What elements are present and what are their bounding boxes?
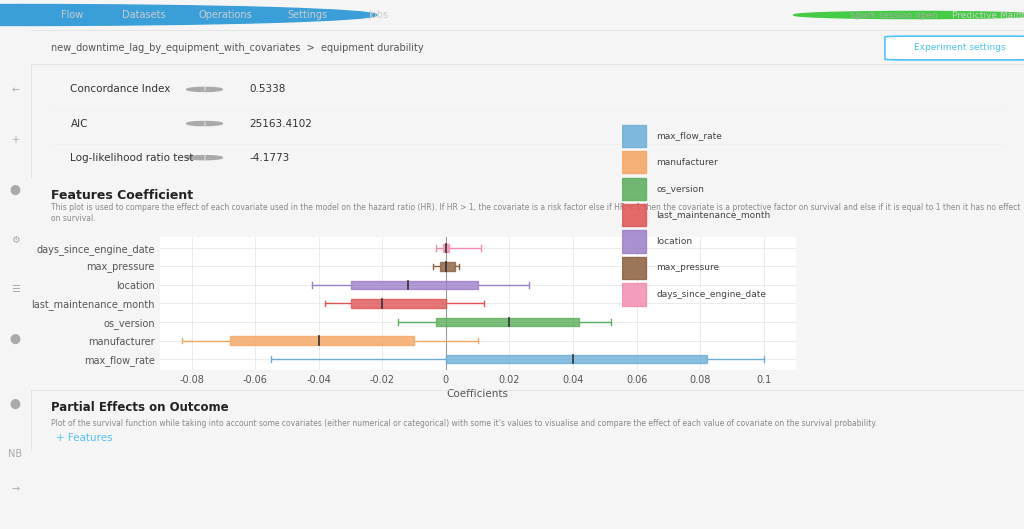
Text: NB: NB	[8, 449, 23, 459]
Text: Settings: Settings	[287, 10, 328, 20]
FancyBboxPatch shape	[622, 204, 646, 226]
FancyBboxPatch shape	[622, 231, 646, 253]
Text: Jobs: Jobs	[369, 10, 389, 20]
FancyBboxPatch shape	[439, 262, 456, 270]
Circle shape	[186, 87, 222, 92]
Text: Concordance Index: Concordance Index	[71, 85, 171, 94]
Text: Datasets: Datasets	[122, 10, 165, 20]
X-axis label: Coefficients: Coefficients	[446, 389, 509, 399]
Text: ←: ←	[11, 85, 19, 95]
Text: Partial Effects on Outcome: Partial Effects on Outcome	[50, 400, 228, 414]
FancyBboxPatch shape	[442, 243, 450, 252]
Text: Flow: Flow	[60, 10, 83, 20]
Text: Features Coefficient: Features Coefficient	[50, 188, 193, 202]
FancyBboxPatch shape	[622, 178, 646, 200]
Text: i: i	[204, 86, 206, 93]
Text: ⬤: ⬤	[10, 185, 20, 195]
Circle shape	[794, 12, 1024, 19]
Text: 0.5338: 0.5338	[249, 85, 286, 94]
Text: os_version: os_version	[656, 184, 705, 193]
Text: This plot is used to compare the effect of each covariate used in the model on t: This plot is used to compare the effect …	[50, 203, 1020, 223]
Circle shape	[0, 5, 377, 25]
Circle shape	[186, 156, 222, 160]
Text: Predictive Maintenance: Predictive Maintenance	[952, 11, 1024, 20]
FancyBboxPatch shape	[622, 284, 646, 306]
FancyBboxPatch shape	[622, 125, 646, 147]
Text: last_maintenance_month: last_maintenance_month	[656, 211, 771, 220]
Text: Log-likelihood ratio test: Log-likelihood ratio test	[71, 153, 194, 162]
Text: new_downtime_lag_by_equipment_with_covariates  >  equipment durability: new_downtime_lag_by_equipment_with_covar…	[50, 42, 423, 53]
Text: manufacturer: manufacturer	[656, 158, 718, 167]
Text: →: →	[11, 484, 19, 494]
Text: location: location	[656, 237, 692, 246]
FancyBboxPatch shape	[622, 151, 646, 174]
Text: Operations: Operations	[199, 10, 252, 20]
FancyBboxPatch shape	[350, 281, 477, 289]
Text: i: i	[204, 121, 206, 126]
FancyBboxPatch shape	[350, 299, 445, 308]
Text: ⬤: ⬤	[10, 334, 20, 344]
Text: i: i	[204, 154, 206, 161]
FancyBboxPatch shape	[622, 257, 646, 279]
Text: Experiment settings: Experiment settings	[913, 43, 1006, 52]
Text: Spark session open: Spark session open	[850, 11, 938, 20]
FancyBboxPatch shape	[885, 36, 1024, 60]
Text: ☰: ☰	[11, 285, 19, 295]
Text: days_since_engine_date: days_since_engine_date	[656, 290, 767, 299]
Text: max_flow_rate: max_flow_rate	[656, 131, 722, 140]
Text: 25163.4102: 25163.4102	[249, 118, 312, 129]
Text: ⚙: ⚙	[11, 234, 19, 244]
Text: ⬤: ⬤	[10, 399, 20, 409]
FancyBboxPatch shape	[229, 336, 414, 345]
Text: +: +	[11, 135, 19, 145]
FancyBboxPatch shape	[445, 355, 707, 363]
Text: -4.1773: -4.1773	[249, 153, 290, 162]
Text: + Features: + Features	[55, 433, 113, 443]
Text: max_pressure: max_pressure	[656, 263, 720, 272]
Circle shape	[186, 122, 222, 125]
Text: AIC: AIC	[71, 118, 88, 129]
FancyBboxPatch shape	[436, 318, 580, 326]
Text: Plot of the survival function while taking into account some covariates (either : Plot of the survival function while taki…	[50, 419, 877, 428]
